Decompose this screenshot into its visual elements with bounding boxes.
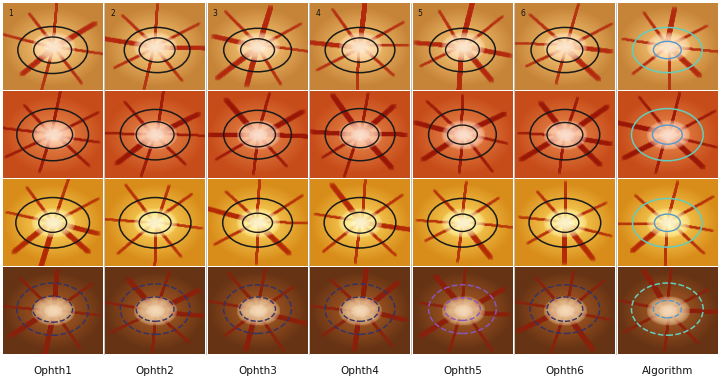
Text: 6: 6 bbox=[520, 9, 525, 18]
Text: 4: 4 bbox=[315, 9, 320, 18]
Text: 1: 1 bbox=[8, 9, 13, 18]
Text: Ophth3: Ophth3 bbox=[238, 366, 277, 376]
Text: 2: 2 bbox=[110, 9, 115, 18]
Text: Ophth4: Ophth4 bbox=[341, 366, 379, 376]
Text: Ophth5: Ophth5 bbox=[443, 366, 482, 376]
Text: 3: 3 bbox=[212, 9, 217, 18]
Text: Algorithm: Algorithm bbox=[642, 366, 693, 376]
Text: Ophth2: Ophth2 bbox=[135, 366, 174, 376]
Text: 5: 5 bbox=[418, 9, 423, 18]
Text: Ophth6: Ophth6 bbox=[546, 366, 585, 376]
Text: Ophth1: Ophth1 bbox=[33, 366, 72, 376]
